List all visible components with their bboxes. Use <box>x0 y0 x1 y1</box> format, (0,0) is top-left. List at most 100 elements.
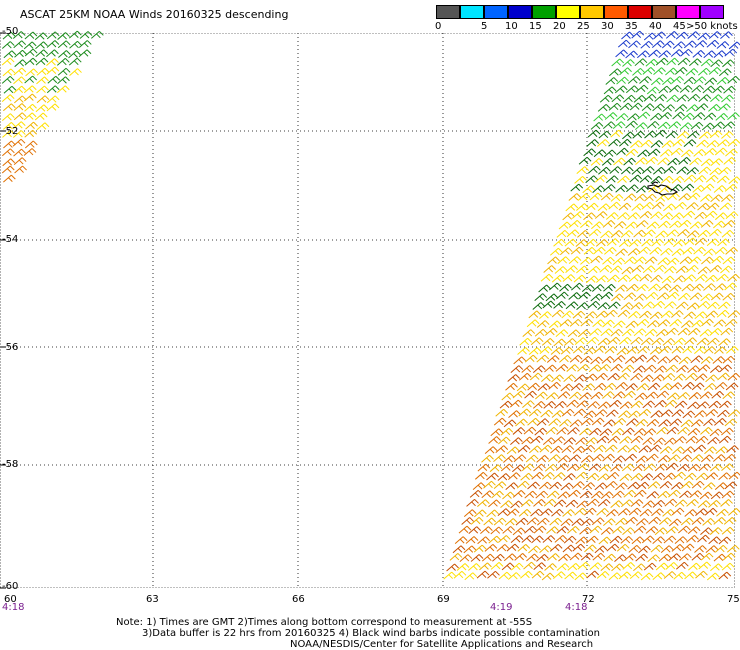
wind-barb <box>524 354 538 363</box>
wind-barb <box>3 103 16 112</box>
wind-barb <box>720 31 733 40</box>
wind-barb <box>678 156 692 165</box>
wind-barb <box>91 30 104 39</box>
wind-barb <box>637 111 651 120</box>
wind-barb <box>721 229 735 238</box>
wind-barb <box>665 526 679 535</box>
wind-barb <box>678 525 691 534</box>
wind-barb <box>652 166 666 175</box>
wind-barb <box>604 346 618 354</box>
wind-barb <box>651 508 664 517</box>
wind-barb <box>727 372 740 381</box>
wind-barb <box>540 273 554 282</box>
wind-barb <box>579 392 592 400</box>
wind-barb <box>691 480 705 489</box>
wind-barb <box>568 454 582 463</box>
wind-barb <box>551 410 565 418</box>
wind-barb <box>496 544 510 552</box>
wind-barb <box>532 401 546 409</box>
wind-barb <box>727 409 740 418</box>
wind-barb <box>530 508 543 517</box>
wind-barb <box>532 365 546 374</box>
wind-barb <box>694 410 707 418</box>
wind-barb <box>610 463 623 472</box>
map-frame <box>0 33 735 588</box>
wind-barb <box>639 76 652 84</box>
wind-barb <box>712 121 725 130</box>
wind-barb <box>483 480 496 489</box>
wind-barb <box>653 437 666 446</box>
wind-barb <box>716 41 730 49</box>
wind-barb <box>506 508 520 517</box>
wind-barb <box>700 527 713 536</box>
wind-barb <box>579 490 593 499</box>
wind-barb <box>684 509 698 517</box>
wind-barb <box>714 417 727 426</box>
wind-barb <box>640 139 654 148</box>
wind-barb <box>694 40 708 48</box>
wind-barb <box>687 526 701 535</box>
wind-barb <box>723 516 737 525</box>
wind-barb <box>632 463 646 472</box>
wind-barb <box>650 140 664 148</box>
wind-barb <box>682 210 696 219</box>
wind-barb <box>593 113 606 122</box>
wind-barb <box>727 112 740 120</box>
wind-barb <box>682 410 696 419</box>
wind-barb <box>512 490 526 498</box>
wind-barb <box>697 229 711 238</box>
wind-barb <box>589 525 603 534</box>
wind-barb <box>662 509 675 517</box>
wind-barb <box>585 275 599 284</box>
wind-barb <box>719 202 733 211</box>
wind-barb <box>585 175 599 184</box>
wind-barb <box>510 535 524 544</box>
scale-label: 25 <box>577 21 590 32</box>
wind-barb <box>612 526 625 534</box>
wind-barb <box>671 175 685 184</box>
scale-label: 0 <box>435 21 442 32</box>
wind-barb <box>476 570 490 579</box>
wind-barb <box>497 436 511 445</box>
wind-barb <box>626 418 639 426</box>
wind-barb <box>587 165 601 174</box>
wind-barb <box>526 517 540 526</box>
wind-barb <box>68 30 82 39</box>
wind-barb <box>657 157 670 166</box>
wind-barb <box>481 490 495 499</box>
wind-barb <box>641 201 655 210</box>
wind-barb <box>598 364 611 372</box>
wind-barb <box>57 32 70 40</box>
wind-barb <box>728 41 740 50</box>
wind-barb <box>651 374 665 382</box>
wind-barb <box>583 410 597 419</box>
wind-barb <box>655 57 669 66</box>
wind-barb <box>692 112 706 120</box>
wind-barb <box>622 59 635 67</box>
wind-barb <box>13 130 26 138</box>
wind-barb <box>674 202 687 210</box>
wind-barb <box>13 85 27 94</box>
wind-barb <box>567 563 581 571</box>
wind-barb <box>711 255 725 264</box>
wind-barb <box>659 382 673 391</box>
wind-barb <box>569 391 582 400</box>
wind-barb <box>35 57 49 66</box>
wind-barb <box>612 121 626 129</box>
wind-barb <box>650 112 663 121</box>
wind-barb <box>510 365 524 373</box>
wind-barb <box>501 392 515 401</box>
wind-barb <box>566 399 579 408</box>
wind-barb <box>610 328 624 337</box>
wind-barb <box>703 382 717 391</box>
scale-swatch <box>700 5 724 19</box>
wind-barb <box>504 518 518 526</box>
wind-barb <box>560 518 574 527</box>
wind-barb <box>586 570 600 579</box>
wind-barb <box>540 409 554 418</box>
wind-barb <box>688 562 701 571</box>
wind-barb <box>697 67 711 76</box>
wind-barb <box>484 543 498 552</box>
scale-swatch <box>556 5 580 19</box>
wind-barb <box>68 57 82 66</box>
